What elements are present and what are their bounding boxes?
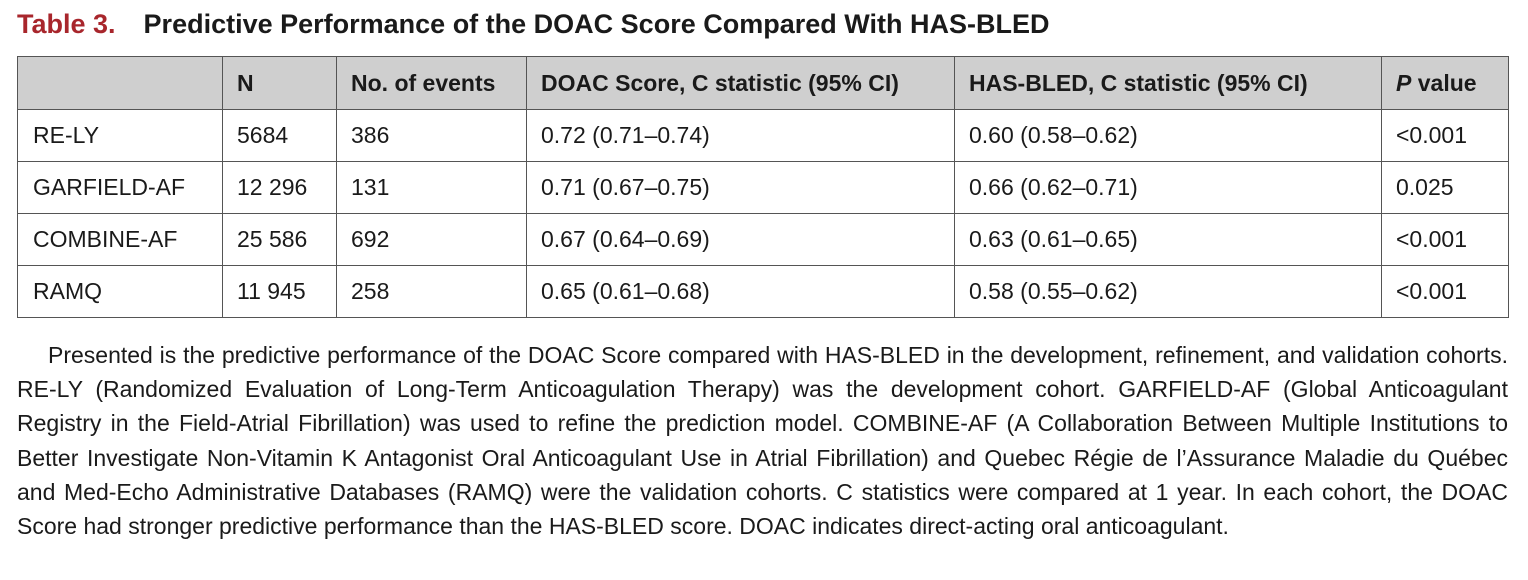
cell-hasbled: 0.66 (0.62–0.71): [954, 161, 1382, 214]
table-row: RAMQ 11 945 258 0.65 (0.61–0.68) 0.58 (0…: [17, 265, 1509, 318]
table-title-text: Predictive Performance of the DOAC Score…: [143, 9, 1050, 39]
header-cohort: [17, 56, 223, 110]
cell-p-value: 0.025: [1381, 161, 1509, 214]
cell-n: 25 586: [222, 213, 337, 266]
cell-cohort: RE-LY: [17, 109, 223, 162]
cell-n: 5684: [222, 109, 337, 162]
cell-hasbled: 0.63 (0.61–0.65): [954, 213, 1382, 266]
cell-events: 258: [336, 265, 527, 318]
cell-p-value: <0.001: [1381, 213, 1509, 266]
header-p-rest: value: [1411, 69, 1477, 96]
table-row: GARFIELD-AF 12 296 131 0.71 (0.67–0.75) …: [17, 161, 1509, 214]
header-n: N: [222, 56, 337, 110]
table-row: COMBINE-AF 25 586 692 0.67 (0.64–0.69) 0…: [17, 213, 1509, 266]
table-footnote: Presented is the predictive performance …: [17, 342, 1508, 540]
header-p-value: P value: [1381, 56, 1509, 110]
cell-n: 11 945: [222, 265, 337, 318]
cell-cohort: GARFIELD-AF: [17, 161, 223, 214]
cell-cohort: COMBINE-AF: [17, 213, 223, 266]
cell-events: 131: [336, 161, 527, 214]
cell-p-value: <0.001: [1381, 265, 1509, 318]
cell-doac: 0.72 (0.71–0.74): [526, 109, 955, 162]
header-has-bled: HAS-BLED, C statistic (95% CI): [954, 56, 1382, 110]
cell-events: 692: [336, 213, 527, 266]
table-header: N No. of events DOAC Score, C statistic …: [17, 56, 1509, 110]
header-p-italic: P: [1396, 69, 1412, 96]
header-row: N No. of events DOAC Score, C statistic …: [17, 56, 1509, 110]
cell-p-value: <0.001: [1381, 109, 1509, 162]
header-doac-score: DOAC Score, C statistic (95% CI): [526, 56, 955, 110]
cell-hasbled: 0.60 (0.58–0.62): [954, 109, 1382, 162]
cell-doac: 0.71 (0.67–0.75): [526, 161, 955, 214]
cell-cohort: RAMQ: [17, 265, 223, 318]
table-number-label: Table 3.: [17, 9, 116, 39]
results-table: N No. of events DOAC Score, C statistic …: [17, 56, 1509, 318]
cell-doac: 0.65 (0.61–0.68): [526, 265, 955, 318]
table-body: RE-LY 5684 386 0.72 (0.71–0.74) 0.60 (0.…: [17, 109, 1509, 318]
header-events: No. of events: [336, 56, 527, 110]
table-title: Table 3. Predictive Performance of the DO…: [17, 4, 1049, 44]
table-row: RE-LY 5684 386 0.72 (0.71–0.74) 0.60 (0.…: [17, 109, 1509, 162]
cell-hasbled: 0.58 (0.55–0.62): [954, 265, 1382, 318]
cell-n: 12 296: [222, 161, 337, 214]
cell-events: 386: [336, 109, 527, 162]
cell-doac: 0.67 (0.64–0.69): [526, 213, 955, 266]
